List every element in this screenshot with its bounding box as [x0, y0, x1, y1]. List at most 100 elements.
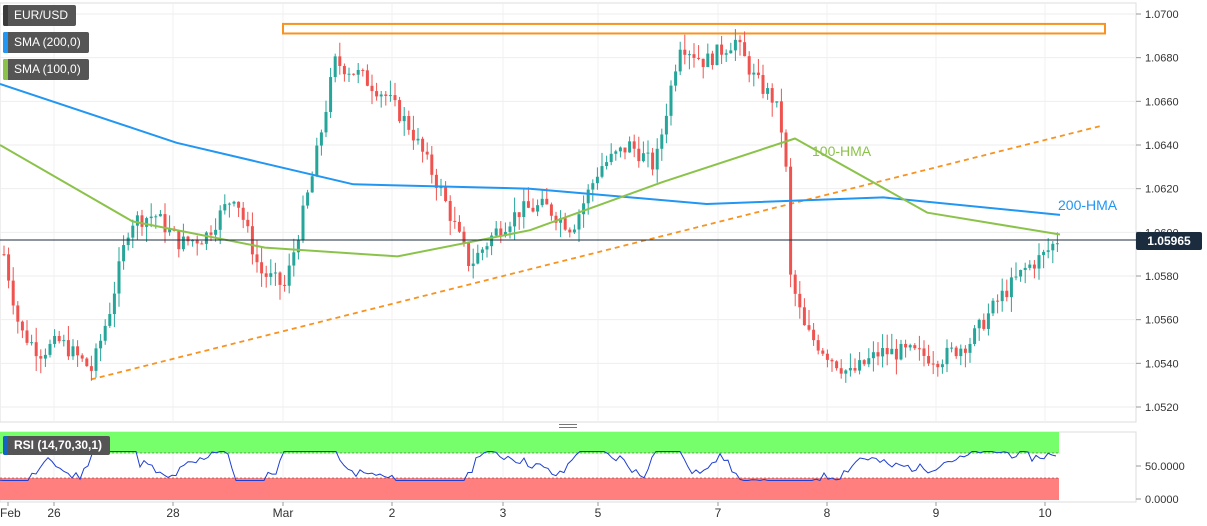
candle-up [296, 240, 300, 253]
candle-up [591, 183, 595, 190]
candle-down [554, 215, 558, 223]
candle-down [931, 363, 935, 365]
candle-up [103, 325, 107, 341]
candle-up [99, 340, 103, 349]
hma100-annotation: 100-HMA [812, 143, 872, 159]
candle-up [848, 368, 852, 371]
candle-down [894, 348, 898, 360]
y-tick-label: 1.0680 [1145, 53, 1179, 65]
candle-down [637, 148, 641, 162]
candles [2, 29, 1059, 383]
y-tick-label: 1.0700 [1145, 9, 1179, 21]
sma100-swatch [3, 59, 8, 80]
candle-up [122, 245, 126, 262]
candle-up [223, 204, 227, 211]
candle-up [687, 54, 691, 56]
candle-down [375, 91, 379, 97]
candle-down [936, 363, 940, 368]
candle-up [858, 360, 862, 371]
candle-up [48, 343, 52, 355]
candle-up [1037, 255, 1041, 269]
candle-up [540, 198, 544, 206]
rsi-tick-label: 0.0000 [1145, 494, 1179, 506]
candle-down [200, 243, 204, 245]
candle-down [743, 42, 747, 57]
candle-down [338, 56, 342, 66]
symbol-legend[interactable]: EUR/USD [3, 5, 77, 26]
candle-up [706, 53, 710, 68]
candle-up [62, 340, 66, 342]
candle-down [89, 366, 93, 371]
candle-up [131, 225, 135, 238]
candle-down [862, 360, 866, 365]
rsi-overbought-zone [0, 432, 1059, 453]
sma200-swatch [3, 32, 8, 53]
candle-up [485, 246, 489, 250]
candle-down [209, 232, 213, 235]
y-tick-label: 1.0660 [1145, 96, 1179, 108]
candle-down [1032, 264, 1036, 269]
candle-up [655, 148, 659, 170]
candle-up [867, 358, 871, 365]
candle-down [80, 355, 84, 359]
x-tick-label: 10 [1038, 506, 1052, 520]
candle-down [163, 214, 167, 233]
symbol-swatch [3, 5, 8, 26]
candle-up [43, 354, 47, 359]
candle-down [195, 240, 199, 244]
x-tick-label: 2 [389, 506, 396, 520]
candle-up [595, 176, 599, 184]
candle-up [991, 300, 995, 314]
candle-up [614, 151, 618, 154]
x-tick-label: 7 [715, 506, 722, 520]
candle-down [789, 166, 793, 275]
candle-up [881, 348, 885, 357]
pane-resize-handle[interactable] [559, 424, 577, 431]
candle-up [674, 71, 678, 86]
x-tick-label: 8 [824, 506, 831, 520]
candle-up [586, 189, 590, 204]
x-tick-label: Feb [0, 506, 21, 520]
candle-up [664, 115, 668, 135]
x-tick-label: 26 [47, 506, 61, 520]
candle-up [287, 265, 291, 286]
candle-down [425, 151, 429, 155]
candle-down [76, 346, 80, 356]
candle-down [996, 300, 1000, 302]
candle-up [715, 44, 719, 66]
rising-trendline [90, 125, 1101, 381]
y-tick-label: 1.0540 [1145, 358, 1179, 370]
candle-up [168, 228, 172, 233]
candle-down [25, 330, 29, 343]
candle-up [609, 153, 613, 163]
candle-up [292, 252, 296, 266]
candle-up [729, 50, 733, 54]
candle-up [379, 94, 383, 97]
candle-down [784, 132, 788, 167]
y-tick-label: 1.0640 [1145, 140, 1179, 152]
candle-up [356, 69, 360, 75]
candle-down [365, 70, 369, 86]
sma100-legend[interactable]: SMA (100,0) [3, 59, 89, 80]
candle-down [853, 368, 857, 371]
hma200-annotation: 200-HMA [1058, 197, 1118, 213]
candle-down [186, 236, 190, 242]
candle-down [411, 129, 415, 141]
candle-up [733, 39, 737, 51]
candle-down [632, 141, 636, 149]
candle-up [494, 228, 498, 236]
x-tick-label: 9 [933, 506, 940, 520]
rsi-legend[interactable]: RSI (14,70,30,1) [3, 436, 111, 455]
candle-up [628, 141, 632, 153]
candle-up [503, 231, 507, 236]
candle-down [1005, 290, 1009, 298]
candle-down [982, 319, 986, 329]
candle-up [1046, 250, 1050, 252]
candle-down [913, 345, 917, 349]
candle-up [1055, 243, 1059, 245]
candle-down [954, 347, 958, 357]
candle-up [1051, 243, 1055, 251]
candle-up [347, 73, 351, 75]
sma200-legend[interactable]: SMA (200,0) [3, 32, 89, 53]
